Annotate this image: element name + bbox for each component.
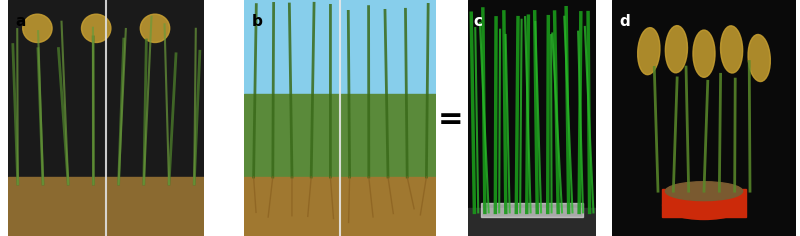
Text: +: +: [264, 105, 290, 134]
Bar: [481, 203, 583, 217]
Ellipse shape: [22, 14, 52, 42]
Ellipse shape: [748, 25, 770, 72]
Text: b: b: [252, 14, 262, 29]
Text: a: a: [16, 14, 26, 29]
Bar: [468, 208, 596, 236]
Bar: [8, 177, 204, 236]
Ellipse shape: [662, 191, 746, 219]
Text: d: d: [619, 14, 630, 29]
Bar: [662, 189, 746, 217]
Ellipse shape: [721, 29, 742, 76]
Ellipse shape: [666, 182, 742, 201]
Bar: [244, 0, 436, 94]
Ellipse shape: [666, 23, 687, 70]
Ellipse shape: [140, 14, 170, 42]
Ellipse shape: [638, 32, 660, 79]
Text: =: =: [438, 105, 463, 134]
Text: c: c: [473, 14, 482, 29]
Bar: [244, 177, 436, 236]
Ellipse shape: [693, 33, 715, 80]
Bar: [244, 94, 436, 177]
Ellipse shape: [82, 14, 111, 42]
